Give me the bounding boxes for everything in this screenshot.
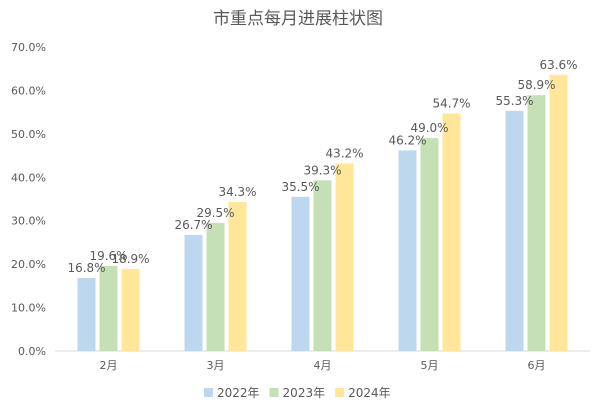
legend-swatch [204, 388, 213, 397]
legend-swatch [269, 388, 279, 397]
x-tick-label: 6月 [528, 359, 546, 372]
data-label: 26.7% [174, 218, 212, 232]
legend-label: 2023年 [283, 386, 326, 400]
bar [184, 235, 203, 351]
y-tick-label: 70.0% [11, 41, 46, 54]
y-tick-label: 50.0% [11, 128, 46, 141]
legend-label: 2024年 [348, 386, 391, 400]
y-tick-label: 20.0% [11, 258, 46, 271]
bar [505, 110, 524, 351]
data-label: 58.9% [517, 78, 555, 92]
bar [549, 74, 568, 352]
data-label: 34.3% [218, 185, 256, 199]
legend: 2022年 2023年 2024年 [204, 386, 391, 400]
bar [228, 202, 247, 351]
bar [313, 180, 332, 351]
x-tick-label: 3月 [207, 359, 225, 372]
data-label: 43.2% [325, 146, 363, 160]
data-label: 39.3% [303, 163, 341, 177]
bar [291, 196, 310, 351]
bar [206, 222, 225, 351]
x-axis: 2月 3月 4月 5月 6月 [55, 350, 590, 372]
bar [527, 95, 546, 351]
data-label: 49.0% [410, 121, 448, 135]
bar [121, 268, 140, 351]
data-label: 18.9% [111, 252, 149, 266]
bar [99, 265, 118, 351]
data-label: 46.2% [388, 133, 426, 147]
bar [398, 150, 417, 351]
data-labels: 16.8%19.6%18.9% 26.7%29.5% 34.3% 35.5% 39.3%… [67, 58, 577, 275]
data-label: 63.6% [539, 58, 577, 72]
bar [77, 278, 96, 351]
y-axis: 0.0% 10.0% 20.0% 30.0% 40.0% 50.0% 60.0% 70.0% [11, 41, 46, 358]
x-tick-label: 4月 [314, 359, 332, 372]
plot-area [77, 74, 568, 352]
x-tick-label: 5月 [421, 359, 439, 372]
y-tick-label: 10.0% [11, 302, 46, 315]
data-label: 35.5% [281, 180, 319, 194]
data-label: 29.5% [196, 206, 234, 220]
legend-swatch [335, 388, 345, 397]
bar [420, 138, 439, 351]
bar [442, 113, 461, 352]
data-label: 19.6% [89, 249, 127, 263]
data-label: 55.3% [495, 94, 533, 108]
legend-label: 2022年 [217, 386, 260, 400]
chart-title: 市重点每月进展柱状图 [213, 9, 383, 29]
bar [335, 163, 354, 351]
x-tick-label: 2月 [100, 359, 118, 372]
y-tick-label: 60.0% [11, 84, 46, 97]
y-tick-label: 0.0% [18, 345, 46, 358]
y-tick-label: 40.0% [11, 171, 46, 184]
y-tick-label: 30.0% [11, 215, 46, 228]
data-label: 54.7% [432, 96, 470, 110]
data-label: 16.8% [67, 261, 105, 275]
